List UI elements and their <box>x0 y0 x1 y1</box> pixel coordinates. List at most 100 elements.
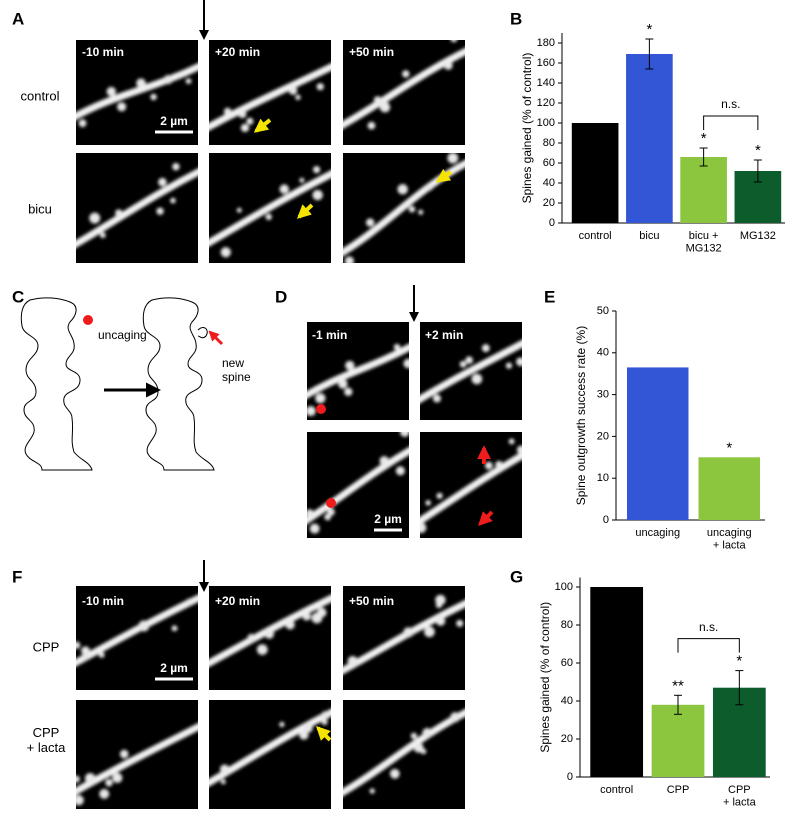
x-tick-label: uncaging <box>635 527 680 539</box>
spine <box>450 712 461 723</box>
arrow <box>253 118 272 133</box>
spine <box>338 379 348 389</box>
scale-label: 2 µm <box>160 661 188 675</box>
text-line: bicu + <box>689 230 719 242</box>
y-tick-label: 140 <box>537 77 555 89</box>
dendrite-outline <box>20 297 93 471</box>
spine <box>288 86 298 95</box>
spine <box>397 184 408 195</box>
bar <box>571 123 619 223</box>
x-tick-label: control <box>579 230 612 242</box>
spine <box>420 522 427 534</box>
spine <box>265 213 272 221</box>
spine <box>420 748 427 755</box>
micrograph <box>343 700 465 809</box>
spine <box>99 788 110 799</box>
x-tick-label: bicu + MG132 <box>686 230 722 255</box>
spine <box>307 405 316 417</box>
y-axis-label: Spines gained (% of control) <box>520 53 534 204</box>
dendrite-outline <box>142 297 215 471</box>
bar <box>680 157 727 223</box>
spine <box>410 732 418 740</box>
spine <box>436 492 443 499</box>
bar <box>651 704 705 777</box>
significance-label: * <box>701 130 707 147</box>
panel-letter: B <box>510 9 522 28</box>
spine <box>424 626 435 638</box>
micrograph <box>209 40 331 145</box>
spine <box>516 357 522 367</box>
image-content <box>343 594 465 675</box>
y-axis-label: Spines gained (% of control) <box>538 602 552 753</box>
micrograph <box>343 586 465 690</box>
y-tick-label: 40 <box>561 695 573 707</box>
micrograph <box>307 432 409 538</box>
spine <box>158 177 167 187</box>
panel-letter: F <box>12 567 22 586</box>
text-line: + lacta <box>27 740 66 755</box>
spine <box>495 460 503 469</box>
spine <box>302 612 311 621</box>
micrograph <box>76 40 198 145</box>
spine <box>459 360 467 368</box>
uncaging-spot <box>83 315 93 325</box>
error-bar <box>699 147 708 167</box>
spine <box>136 78 146 88</box>
spine <box>393 343 401 351</box>
micrograph <box>76 586 198 690</box>
spine <box>418 209 424 215</box>
spine <box>403 627 414 638</box>
spine <box>76 641 81 649</box>
y-tick-label: 160 <box>537 57 555 69</box>
y-tick-label: 0 <box>549 217 555 229</box>
y-tick-label: 120 <box>537 97 555 109</box>
image-background <box>76 586 198 690</box>
spine <box>156 207 164 215</box>
row-label: control <box>20 88 59 103</box>
text-line: new <box>222 356 244 370</box>
image-content <box>307 343 409 417</box>
dendrite <box>209 63 331 131</box>
image-content <box>343 153 465 263</box>
spine <box>171 625 178 632</box>
spine <box>508 438 515 445</box>
image-content <box>209 594 331 668</box>
new-spine <box>197 327 208 339</box>
y-tick-label: 60 <box>543 157 555 169</box>
image-background <box>209 700 331 809</box>
diagram-label: new spine <box>222 356 251 384</box>
image-content <box>209 166 331 258</box>
time-label: +20 min <box>215 594 260 608</box>
spine <box>172 162 180 171</box>
spine <box>367 121 376 130</box>
dendrite <box>343 47 465 129</box>
arrow <box>316 726 332 742</box>
spine <box>427 185 433 191</box>
y-tick-label: 20 <box>561 733 573 745</box>
panel-letter: E <box>544 287 555 306</box>
spine <box>115 209 123 217</box>
arrow <box>435 168 453 183</box>
spine <box>516 445 522 455</box>
spine <box>450 40 458 43</box>
spine <box>408 205 416 213</box>
scale-label: 2 µm <box>374 512 402 526</box>
spine <box>327 508 335 516</box>
error-bar <box>645 38 654 70</box>
spine <box>312 166 321 174</box>
dendrite <box>209 170 331 247</box>
y-tick-label: 180 <box>537 37 555 49</box>
time-label: -10 min <box>82 594 124 608</box>
spine <box>138 620 150 632</box>
spine <box>285 620 295 630</box>
spine <box>78 119 87 128</box>
spine <box>443 61 453 70</box>
spine <box>435 616 446 626</box>
spine <box>315 393 326 404</box>
image-content <box>209 708 331 787</box>
spine <box>345 360 355 371</box>
row-label: CPP + lacta <box>27 725 66 755</box>
spine <box>98 651 105 658</box>
spine <box>279 184 289 194</box>
